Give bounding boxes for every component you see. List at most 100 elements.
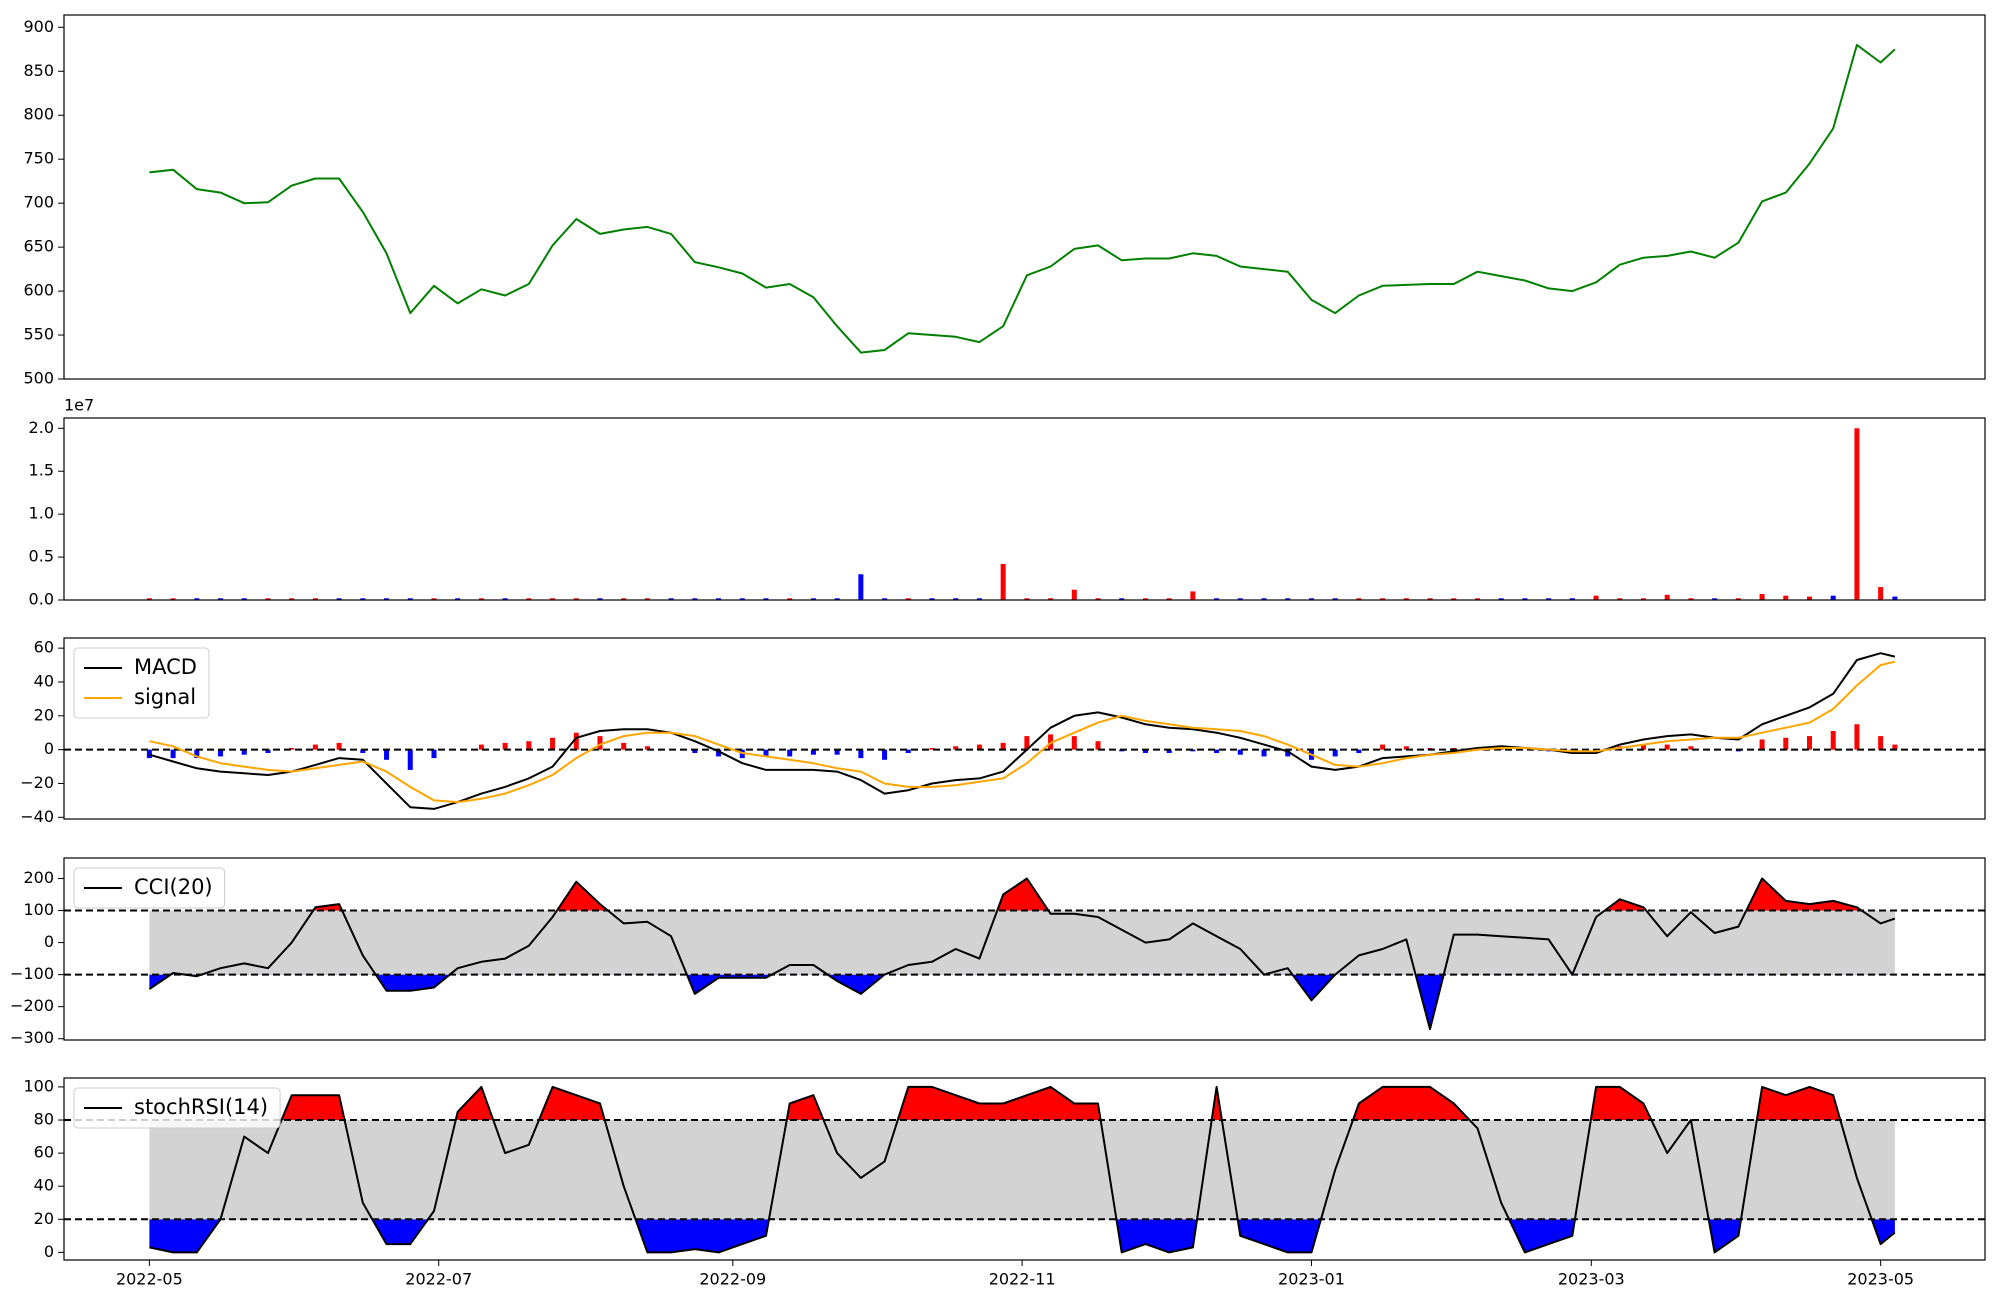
volume-bar [1735, 598, 1741, 600]
histogram-bar [265, 749, 271, 754]
y-tick-label: 900 [23, 17, 54, 36]
volume-bar [1878, 587, 1884, 600]
volume-bar [716, 598, 722, 600]
axes-frame [63, 637, 1986, 820]
legend-box [73, 1087, 281, 1129]
series-line [148, 877, 1896, 1031]
histogram-bar [1142, 749, 1148, 754]
volume-bar [1332, 598, 1338, 600]
volume-bar [1237, 598, 1243, 600]
series-line [149, 652, 1896, 810]
volume-bar [1830, 595, 1836, 600]
y-tick-label: 200 [23, 868, 54, 887]
volume-bar [834, 598, 840, 600]
histogram-bar [1830, 731, 1836, 750]
volume-bar [1522, 598, 1528, 600]
volume-bar [1119, 598, 1125, 600]
histogram-bar [787, 749, 793, 757]
histogram-bar [597, 736, 603, 750]
volume-bar [1892, 596, 1898, 600]
histogram-bar [810, 749, 816, 755]
axes-frame [63, 417, 1986, 601]
histogram-bar [1095, 741, 1101, 750]
neutral-band [149, 1120, 1895, 1220]
y-tick-label: 40 [34, 671, 54, 690]
histogram-bar [1214, 749, 1220, 754]
volume-bar [1759, 593, 1765, 600]
y-tick-label: 650 [23, 237, 54, 256]
legend-label: MACD [134, 655, 197, 679]
y-tick-label: 800 [23, 105, 54, 124]
volume-bar [1261, 598, 1267, 600]
volume-bar [1024, 598, 1030, 600]
histogram-bar [502, 742, 508, 750]
y-tick-label: 20 [34, 1209, 54, 1228]
y-tick-label: −200 [10, 996, 54, 1015]
volume-bar [1569, 598, 1575, 600]
volume-bar [597, 598, 603, 600]
y-tick-label: 850 [23, 61, 54, 80]
volume-bar [692, 598, 698, 600]
neutral-band [149, 910, 1895, 975]
histogram-bar [1071, 736, 1077, 750]
y-tick-label: −40 [20, 807, 54, 826]
volume-bar [1451, 598, 1457, 600]
volume-bar [146, 598, 152, 600]
axes-frame [63, 857, 1986, 1041]
histogram-bar [1000, 742, 1006, 750]
volume-bar [644, 598, 650, 600]
axis-offset-label: 1e7 [64, 396, 94, 415]
volume-bar [1640, 598, 1646, 600]
series-line [149, 43, 1896, 354]
overbought-fill [149, 878, 1895, 911]
axes-frame [63, 14, 1986, 380]
histogram-bar [384, 749, 390, 760]
legend: stochRSI(14) [73, 1087, 281, 1129]
overbought-fill [281, 1086, 1841, 1121]
volume-bar [810, 598, 816, 600]
histogram-bar [360, 749, 366, 754]
volume-bar [1214, 598, 1220, 600]
histogram-bar [976, 744, 982, 750]
volume-bar [1688, 598, 1694, 600]
volume-bar [1285, 598, 1291, 600]
volume-bar [1474, 598, 1480, 600]
volume-bar [787, 598, 793, 600]
histogram-bar [1403, 746, 1409, 750]
volume-bar [170, 598, 176, 600]
histogram-bar [1759, 739, 1765, 750]
volume-bar [1095, 598, 1101, 600]
histogram-bar [1783, 737, 1789, 750]
histogram-bar [1664, 744, 1670, 750]
histogram-bar [858, 749, 864, 759]
y-tick-label: 2.0 [29, 418, 54, 437]
histogram-bar [882, 749, 888, 760]
histogram-bar [905, 749, 911, 754]
volume-bar [478, 598, 484, 600]
x-tick-label: 2022-09 [699, 1270, 766, 1289]
histogram-bar [550, 737, 556, 750]
volume-bar [1807, 596, 1813, 600]
histogram-bar [929, 747, 935, 750]
x-tick-label: 2022-11 [989, 1270, 1056, 1289]
volume-bar [929, 598, 935, 600]
volume-bar [502, 598, 508, 600]
volume-bar [384, 598, 390, 600]
histogram-bar [1166, 749, 1172, 754]
volume-bar [218, 598, 224, 600]
y-tick-label: 100 [23, 1076, 54, 1095]
volume-bar [668, 598, 674, 600]
legend-label: signal [134, 685, 196, 709]
y-tick-label: 80 [34, 1110, 54, 1129]
y-tick-label: 500 [23, 369, 54, 388]
histogram-bar [1892, 744, 1898, 750]
volume-bar [976, 598, 982, 600]
volume-bar [1048, 598, 1054, 600]
histogram-bar [407, 749, 413, 770]
histogram-bar [526, 741, 532, 750]
volume-bar [194, 598, 200, 600]
volume-bar [1380, 598, 1386, 600]
y-tick-label: 60 [34, 1143, 54, 1162]
y-tick-label: 600 [23, 281, 54, 300]
